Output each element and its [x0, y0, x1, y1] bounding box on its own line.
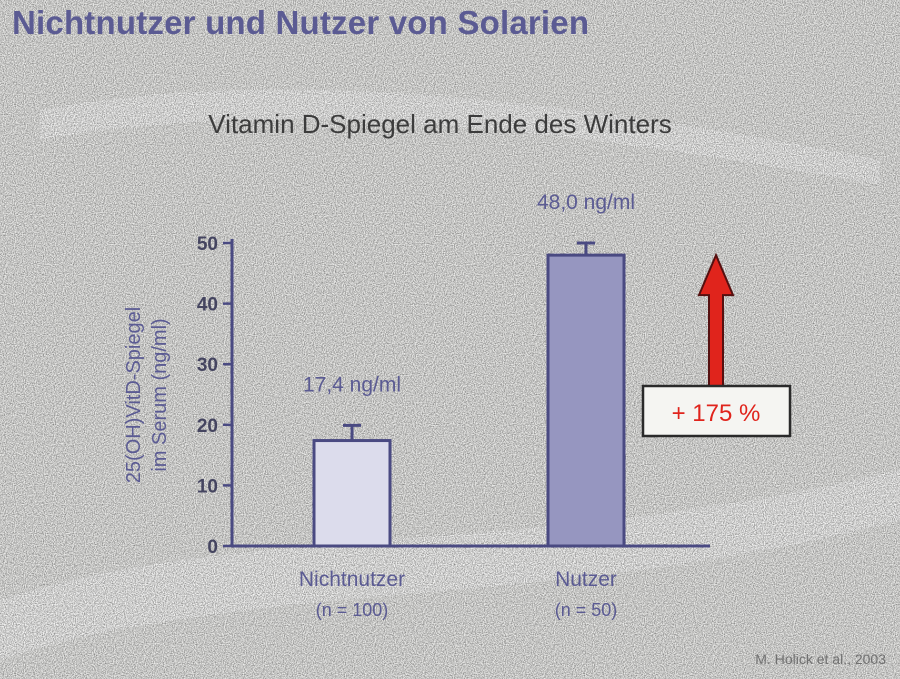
- x-category-label: Nichtnutzer: [299, 568, 405, 591]
- x-category-count: (n = 100): [316, 600, 389, 620]
- y-tick-label: 0: [207, 537, 218, 558]
- y-tick-label: 10: [197, 476, 218, 497]
- data-label: 17,4 ng/ml: [303, 373, 401, 396]
- slide-title: Nichtnutzer und Nutzer von Solarien: [12, 4, 590, 41]
- y-tick-label: 50: [197, 234, 218, 255]
- y-tick-label: 20: [197, 416, 218, 437]
- bar: [312, 439, 392, 548]
- annotation-box: [641, 384, 792, 438]
- citation: M. Holick et al., 2003: [755, 651, 886, 667]
- x-category-count: (n = 50): [555, 600, 618, 620]
- y-axis-label-line: 25(OH)VitD-Spiegel: [123, 307, 145, 483]
- y-axis-label: 25(OH)VitD-Spiegel im Serum (ng/ml): [123, 307, 171, 483]
- data-label: 48,0 ng/ml: [537, 191, 635, 214]
- increase-arrow-icon: [697, 252, 735, 387]
- y-tick-label: 30: [197, 355, 218, 376]
- chart-title: Vitamin D-Spiegel am Ende des Winters: [208, 109, 671, 139]
- annotation-label: + 175 %: [672, 400, 761, 427]
- y-tick-label: 40: [197, 295, 218, 316]
- y-axis-label-line: im Serum (ng/ml): [149, 318, 171, 471]
- x-category-label: Nutzer: [555, 568, 617, 591]
- bar: [546, 253, 626, 548]
